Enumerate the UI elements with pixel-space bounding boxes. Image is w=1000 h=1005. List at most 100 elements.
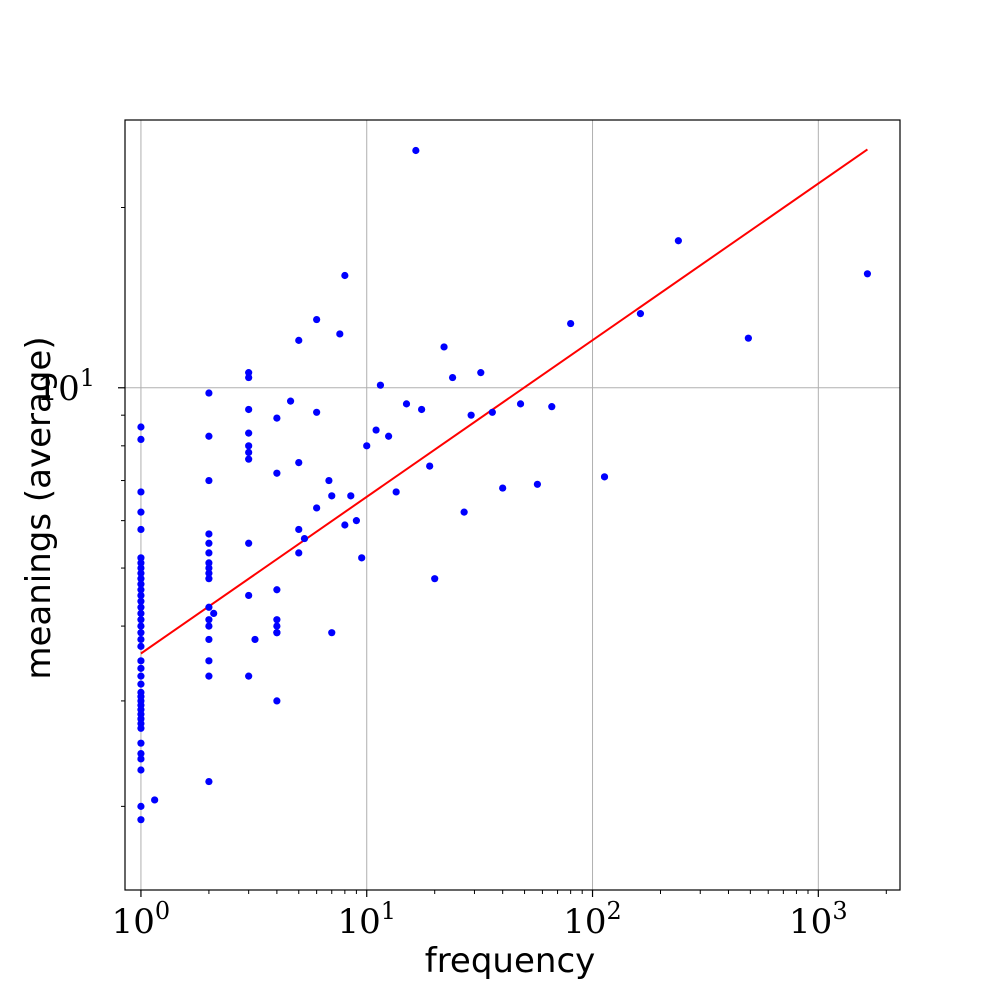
- y-axis-label: meanings (average): [19, 336, 59, 679]
- data-point: [516, 400, 525, 408]
- data-point: [205, 564, 213, 572]
- data-point: [137, 554, 145, 562]
- data-point: [567, 319, 575, 328]
- fit-line-layer: [140, 148, 869, 655]
- data-point: [137, 488, 145, 496]
- data-point: [137, 569, 145, 577]
- data-point: [137, 749, 145, 758]
- data-point: [205, 777, 213, 786]
- data-point: [460, 508, 468, 516]
- data-point: [412, 146, 420, 155]
- data-point: [744, 334, 752, 342]
- data-point: [273, 586, 281, 594]
- data-point: [295, 525, 303, 534]
- data-point: [328, 492, 336, 500]
- data-point: [313, 408, 321, 416]
- data-point: [137, 657, 145, 665]
- tick-labels: 100 101 102 103 101: [36, 364, 847, 942]
- data-point: [477, 369, 485, 377]
- data-point: [313, 315, 321, 324]
- data-point: [205, 575, 213, 583]
- data-point: [137, 724, 145, 732]
- data-point: [137, 635, 145, 644]
- data-point: [245, 429, 253, 437]
- data-point: [205, 432, 213, 440]
- data-point: [245, 442, 253, 450]
- plot-background: [125, 120, 900, 890]
- data-point: [245, 455, 253, 463]
- data-point: [448, 373, 457, 382]
- data-point: [328, 629, 336, 637]
- data-point: [273, 622, 281, 630]
- data-point: [137, 580, 145, 588]
- data-point: [137, 622, 145, 630]
- data-point: [137, 672, 145, 680]
- data-point: [295, 459, 303, 467]
- data-point: [488, 408, 496, 416]
- data-point: [358, 554, 366, 562]
- data-point: [286, 397, 295, 405]
- data-point: [137, 575, 145, 583]
- data-point: [205, 530, 213, 538]
- data-point: [372, 426, 380, 434]
- data-point: [336, 330, 344, 338]
- data-point: [418, 405, 426, 414]
- data-point: [205, 603, 213, 611]
- data-point: [600, 473, 609, 481]
- data-point: [863, 270, 872, 278]
- data-point: [273, 414, 281, 422]
- data-point: [137, 664, 145, 672]
- data-point: [245, 672, 253, 680]
- data-point: [300, 534, 309, 543]
- data-point: [376, 381, 385, 389]
- data-point: [137, 564, 145, 572]
- data-point: [341, 521, 349, 529]
- data-point: [352, 517, 361, 525]
- x-tick-label: 103: [789, 897, 848, 942]
- plot-frame: [124, 119, 901, 891]
- data-point: [205, 476, 213, 485]
- data-point: [137, 629, 145, 637]
- data-point: [251, 635, 259, 644]
- ticks: [118, 207, 887, 897]
- data-point: [347, 492, 355, 500]
- data-point: [363, 442, 371, 450]
- data-point: [426, 462, 434, 470]
- data-point: [137, 680, 145, 688]
- data-point: [137, 642, 145, 650]
- data-point: [325, 476, 333, 485]
- data-point: [295, 336, 303, 344]
- data-point: [137, 525, 145, 534]
- data-point: [205, 549, 213, 557]
- data-point: [431, 575, 439, 583]
- data-point: [205, 559, 213, 567]
- data-point: [674, 237, 682, 245]
- data-point: [137, 423, 145, 431]
- data-point: [137, 435, 145, 443]
- data-point: [548, 403, 556, 411]
- data-point: [137, 739, 145, 747]
- data-point: [402, 400, 411, 408]
- data-point: [137, 616, 145, 624]
- data-point: [210, 609, 218, 618]
- data-point: [151, 796, 159, 804]
- data-point: [273, 469, 281, 477]
- data-point: [137, 816, 145, 824]
- x-tick-label: 101: [337, 897, 396, 942]
- data-point: [499, 484, 507, 492]
- data-point: [205, 657, 213, 665]
- data-point: [137, 508, 145, 516]
- data-point: [137, 802, 145, 810]
- data-point: [137, 597, 145, 605]
- data-point: [440, 343, 448, 351]
- data-point: [533, 480, 542, 488]
- data-point: [205, 539, 213, 547]
- fit-line: [140, 148, 869, 655]
- x-tick-label: 100: [112, 897, 171, 942]
- data-point: [137, 591, 145, 600]
- data-point: [137, 603, 145, 611]
- data-point: [392, 488, 400, 496]
- data-point: [245, 591, 253, 600]
- data-point: [313, 504, 321, 512]
